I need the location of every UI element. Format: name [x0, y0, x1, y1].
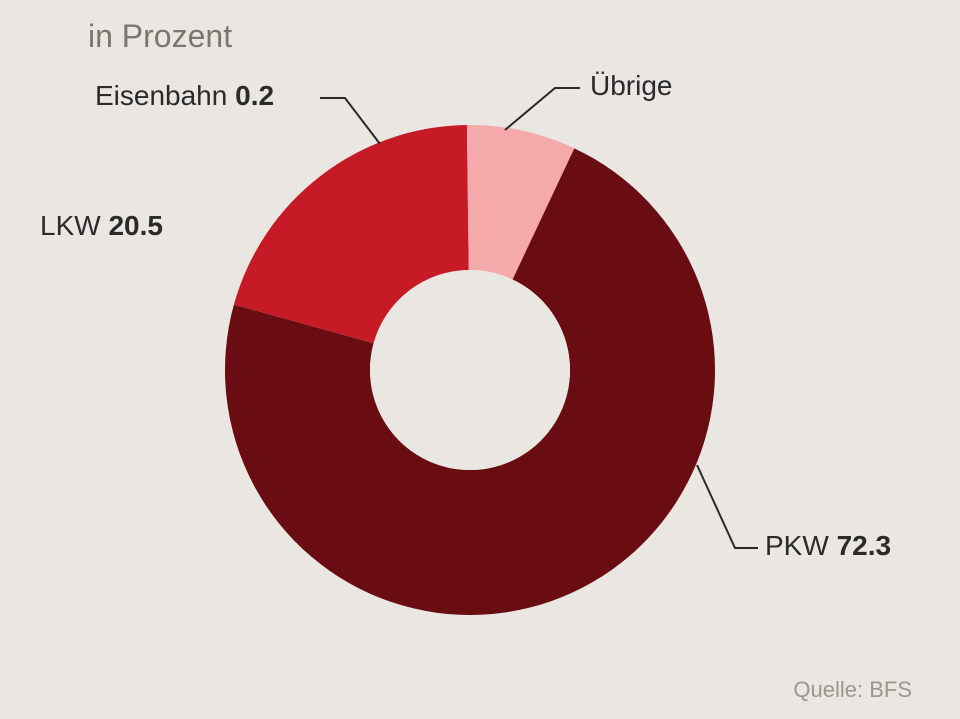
label-name-eisenbahn: Eisenbahn — [95, 80, 227, 111]
donut-chart: in Prozent Quelle: BFS Übrige PKW 72.3 LKW… — [0, 0, 960, 719]
chart-source: Quelle: BFS — [793, 677, 912, 703]
label-name-uebrige: Übrige — [590, 70, 672, 101]
label-value-lkw: 20.5 — [108, 210, 163, 241]
label-value-pkw: 72.3 — [837, 530, 892, 561]
label-name-lkw: LKW — [40, 210, 101, 241]
label-pkw: PKW 72.3 — [765, 530, 891, 562]
label-lkw: LKW 20.5 — [40, 210, 163, 242]
label-eisenbahn: Eisenbahn 0.2 — [95, 80, 274, 112]
label-uebrige: Übrige — [590, 70, 672, 102]
label-name-pkw: PKW — [765, 530, 829, 561]
label-value-eisenbahn: 0.2 — [235, 80, 274, 111]
chart-title: in Prozent — [88, 18, 232, 55]
